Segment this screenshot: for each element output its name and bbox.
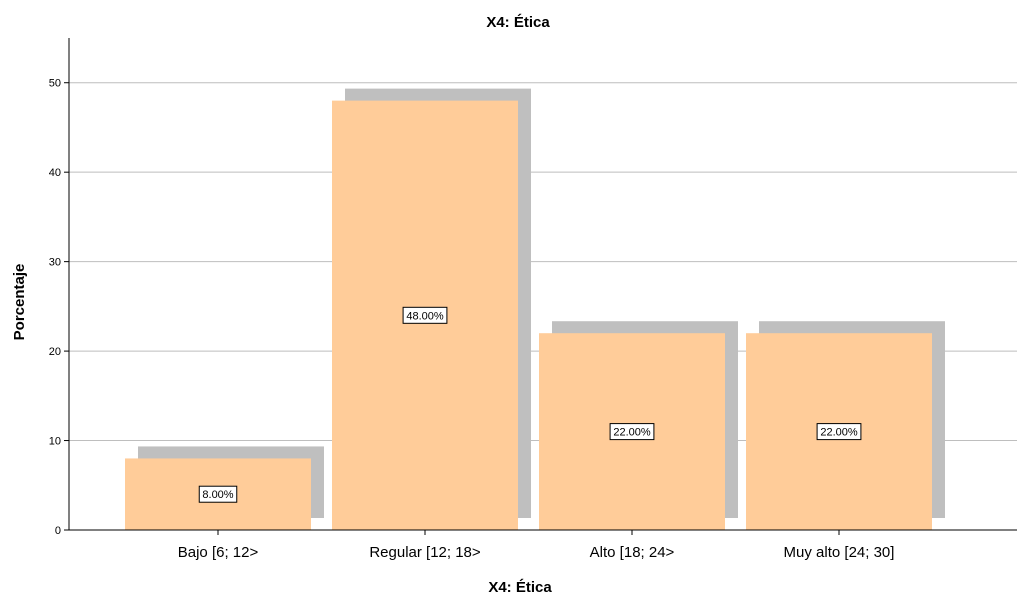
data-label: 48.00% bbox=[406, 310, 444, 322]
x-tick-label: Alto [18; 24> bbox=[590, 544, 675, 561]
y-tick-label: 30 bbox=[49, 257, 61, 269]
y-tick-label: 40 bbox=[49, 167, 61, 179]
x-tick-label: Regular [12; 18> bbox=[369, 544, 481, 561]
chart-title: X4: Ética bbox=[486, 14, 550, 31]
x-axis-title: X4: Ética bbox=[488, 579, 552, 596]
data-label-box bbox=[198, 485, 238, 503]
data-label: 8.00% bbox=[202, 489, 233, 501]
y-axis-title: Porcentaje bbox=[11, 264, 28, 341]
x-tick-label: Muy alto [24; 30] bbox=[784, 544, 895, 561]
data-label-box bbox=[609, 423, 655, 441]
bars: 8.00% 48.00% 22.00% 22.00% bbox=[125, 88, 945, 531]
y-tick-label: 0 bbox=[55, 525, 61, 537]
tick-labels: 0 10 20 30 40 50 Bajo [6; 12> Regular [12; 18> A… bbox=[49, 78, 895, 561]
data-label: 22.00% bbox=[613, 427, 651, 439]
y-tick-label: 20 bbox=[49, 346, 61, 358]
axes bbox=[64, 38, 1017, 535]
x-tick-label: Bajo [6; 12> bbox=[178, 544, 259, 561]
y-tick-label: 10 bbox=[49, 436, 61, 448]
data-label-box bbox=[402, 306, 448, 324]
y-tick-label: 50 bbox=[49, 78, 61, 90]
data-label-box bbox=[816, 423, 862, 441]
data-label: 22.00% bbox=[820, 427, 858, 439]
